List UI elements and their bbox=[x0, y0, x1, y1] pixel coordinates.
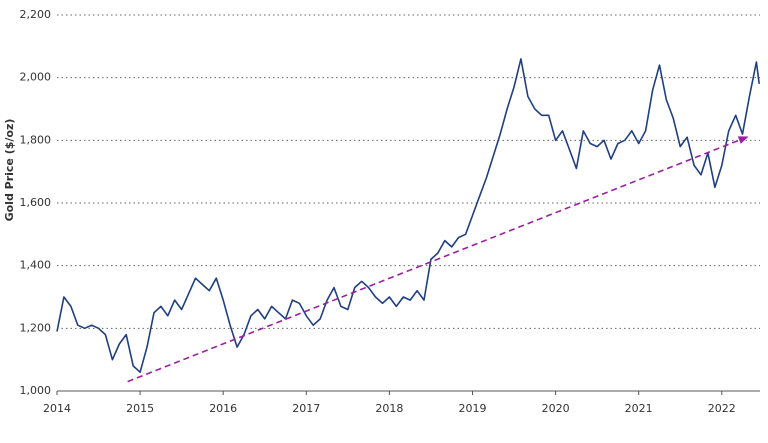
x-tick-label: 2018 bbox=[375, 402, 403, 415]
y-tick-label: 1,800 bbox=[20, 133, 52, 146]
x-tick-label: 2016 bbox=[209, 402, 237, 415]
x-tick-label: 2014 bbox=[43, 402, 71, 415]
y-tick-label: 1,200 bbox=[20, 321, 52, 334]
x-tick-label: 2020 bbox=[542, 402, 570, 415]
trend-arrow bbox=[127, 136, 749, 383]
x-tick-label: 2022 bbox=[708, 402, 736, 415]
y-tick-label: 2,000 bbox=[20, 71, 52, 84]
x-tick-label: 2021 bbox=[625, 402, 653, 415]
y-tick-label: 1,600 bbox=[20, 196, 52, 209]
x-tick-label: 2015 bbox=[126, 402, 154, 415]
y-tick-label: 1,400 bbox=[20, 259, 52, 272]
x-tick-label: 2019 bbox=[458, 402, 486, 415]
y-tick-label: 1,000 bbox=[20, 384, 52, 397]
x-tick-label: 2017 bbox=[292, 402, 320, 415]
y-tick-label: 2,200 bbox=[20, 8, 52, 21]
y-axis-label: Gold Price ($/oz) bbox=[3, 119, 16, 222]
price-line bbox=[56, 58, 760, 373]
